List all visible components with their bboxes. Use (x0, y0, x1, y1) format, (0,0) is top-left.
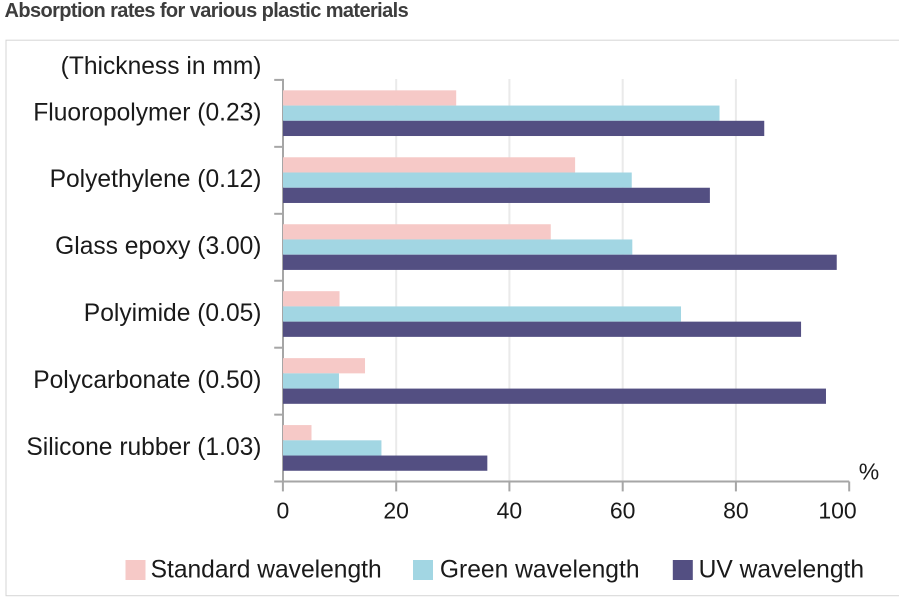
svg-text:Fluoropolymer (0.23): Fluoropolymer (0.23) (33, 99, 261, 126)
svg-text:80: 80 (723, 497, 749, 523)
svg-text:Standard wavelength: Standard wavelength (151, 556, 382, 583)
svg-text:Silicone rubber (1.03): Silicone rubber (1.03) (26, 434, 261, 461)
svg-text:Glass epoxy (3.00): Glass epoxy (3.00) (55, 233, 261, 260)
svg-text:60: 60 (610, 497, 636, 523)
svg-text:(Thickness in mm): (Thickness in mm) (61, 53, 262, 80)
svg-text:20: 20 (383, 497, 409, 523)
svg-text:UV wavelength: UV wavelength (699, 556, 864, 583)
svg-text:0: 0 (277, 497, 290, 523)
svg-text:Polyethylene (0.12): Polyethylene (0.12) (50, 166, 262, 193)
svg-text:Polyimide (0.05): Polyimide (0.05) (84, 300, 262, 327)
svg-text:Polycarbonate (0.50): Polycarbonate (0.50) (33, 367, 261, 394)
svg-text:Green wavelength: Green wavelength (440, 556, 640, 583)
svg-text:100: 100 (818, 497, 856, 523)
svg-text:%: % (859, 459, 879, 485)
svg-text:40: 40 (497, 497, 523, 523)
